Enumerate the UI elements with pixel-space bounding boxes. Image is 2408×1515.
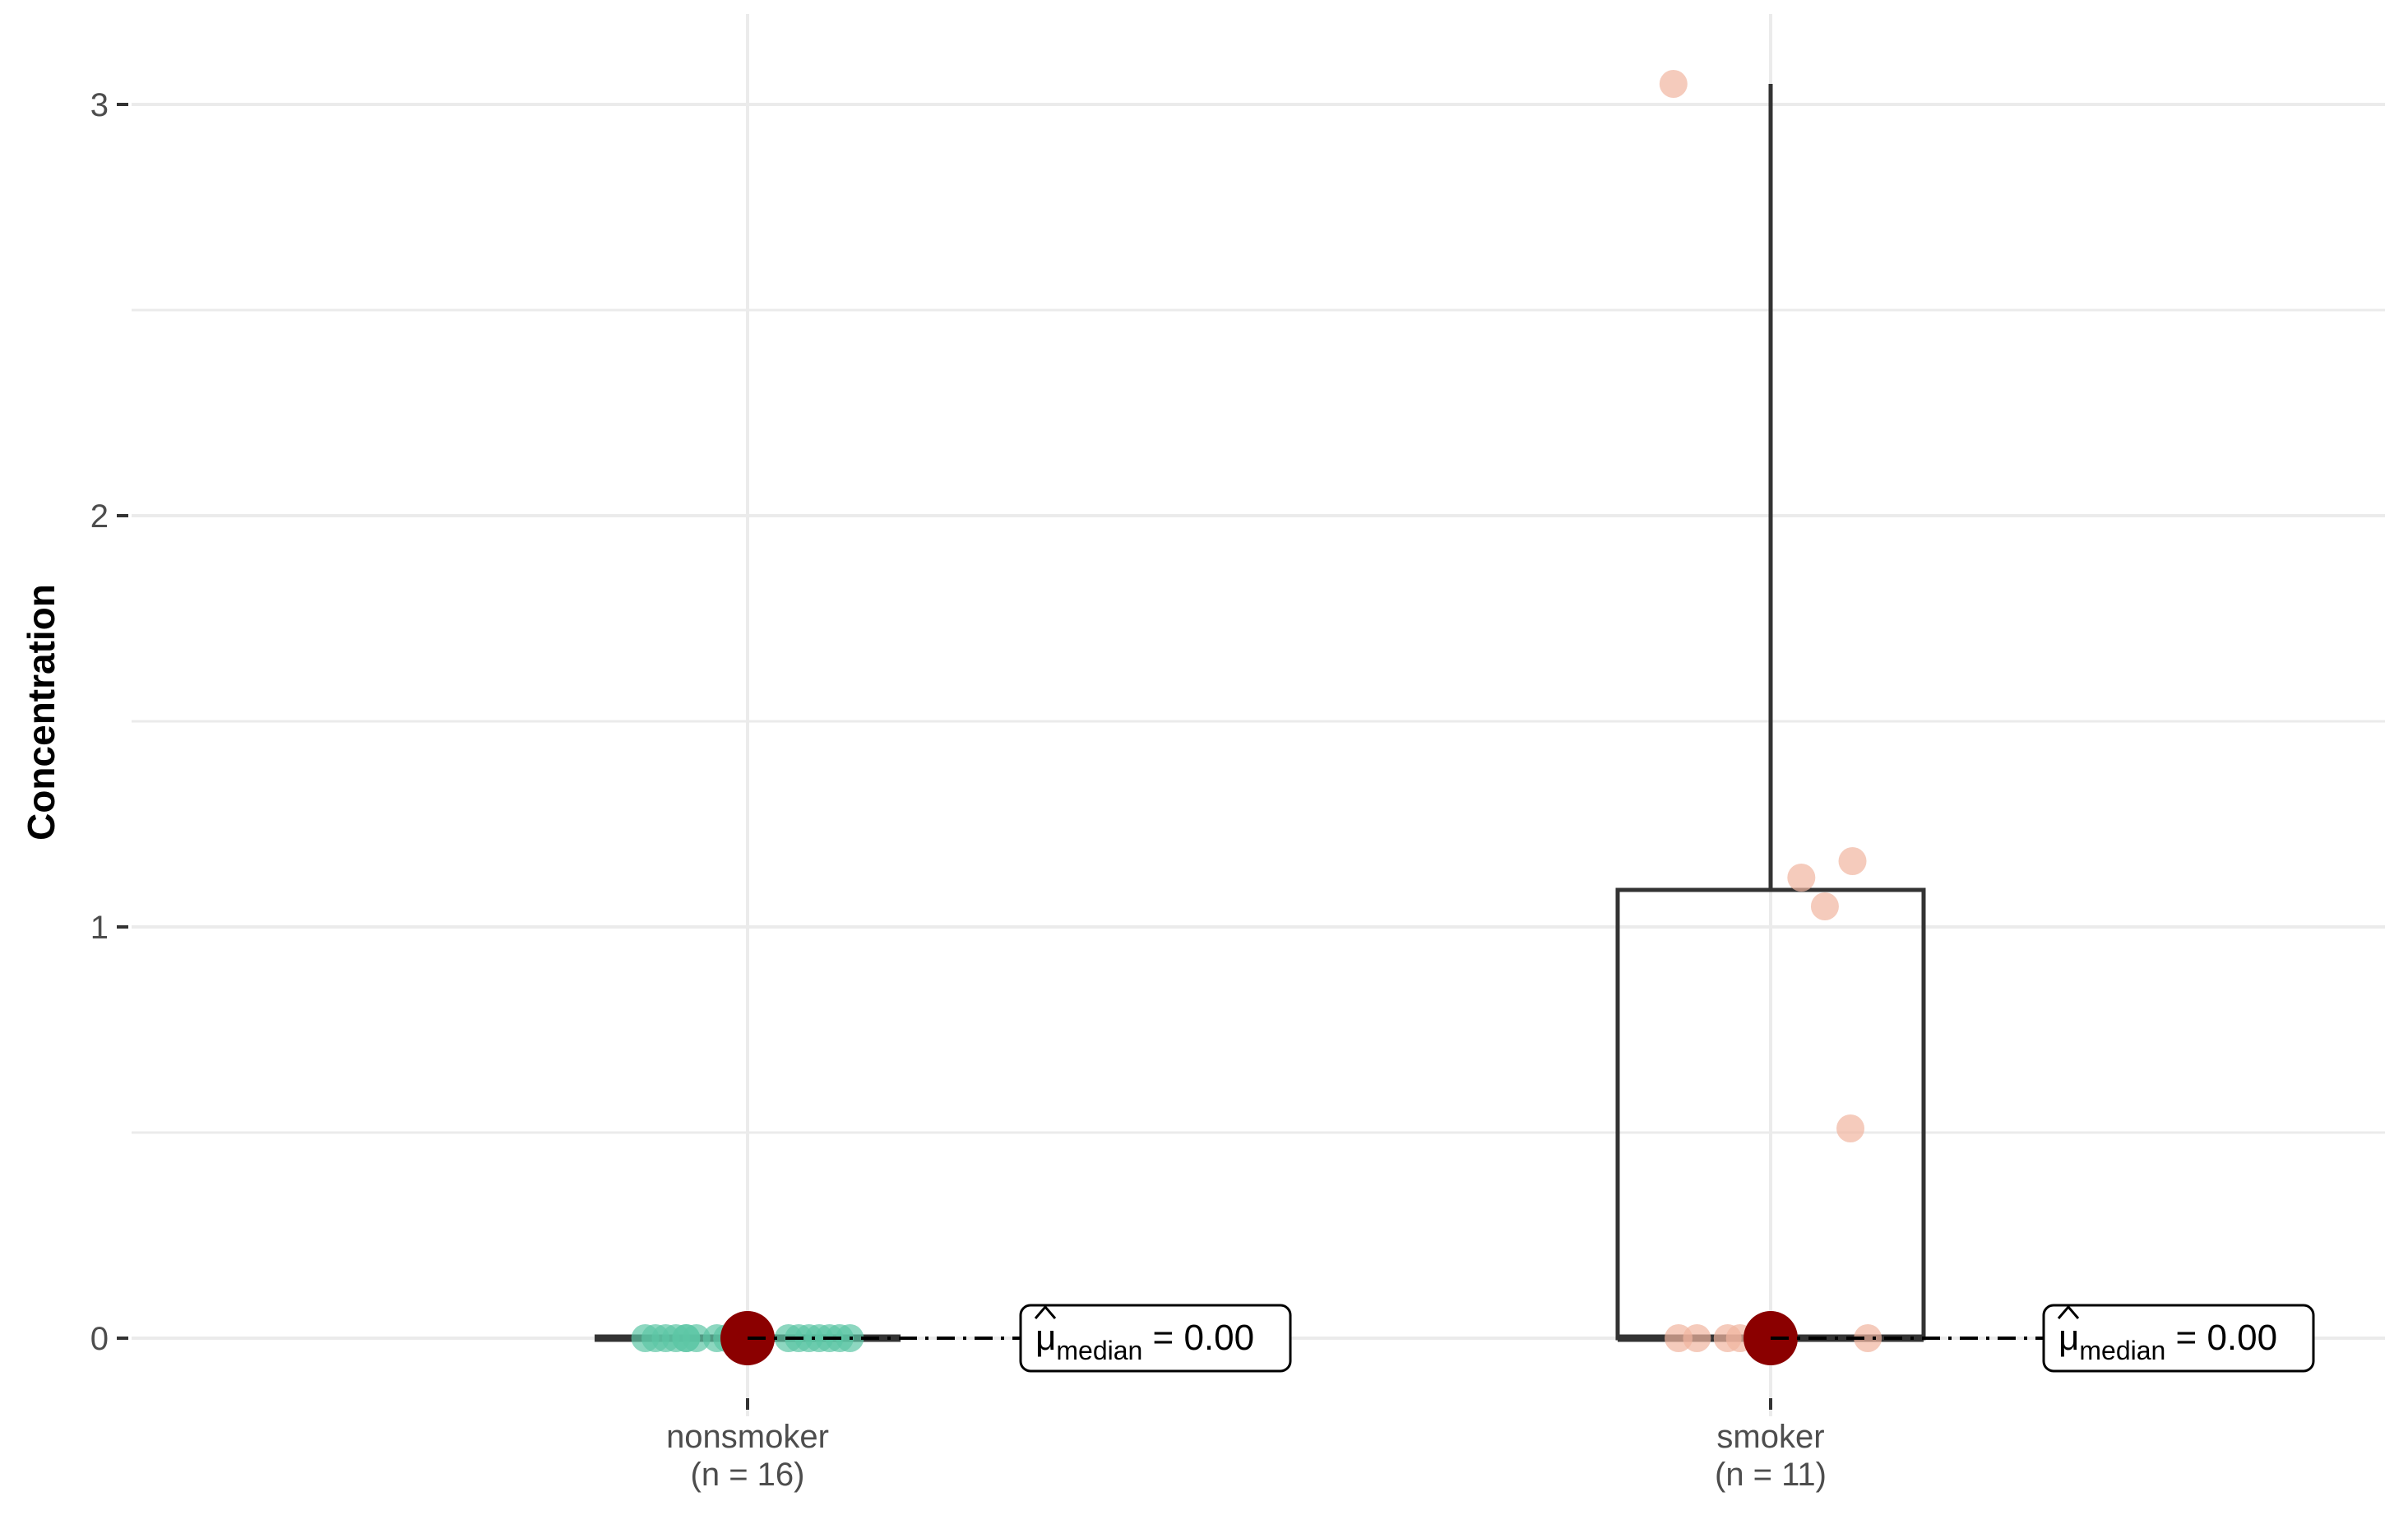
y-axis-title: Concentration [20,584,63,841]
grid [132,14,2385,1416]
data-point [1787,864,1816,892]
x-tick-n-label: (n = 16) [691,1457,805,1493]
y-tick-label: 1 [90,910,109,946]
median-label: μmedian = 0.00 [2058,1318,2277,1365]
data-point [1854,1324,1882,1352]
data-point [1683,1324,1711,1352]
data-point [1838,847,1867,875]
x-tick-label: smoker [1716,1419,1824,1455]
y-tick-label: 2 [90,498,109,535]
axes: 0 1 2 3 nonsmoker(n = 16) smoker(n = 11) [90,87,1827,1493]
data-point [1836,1114,1865,1142]
x-tick-n-label: (n = 11) [1715,1457,1827,1493]
data-point [1810,892,1839,920]
data-point [1659,70,1688,98]
annotations: μmedian = 0.00 μmedian = 0.00 [748,1304,2315,1373]
x-tick-label: nonsmoker [666,1419,829,1455]
y-tick-label: 0 [90,1321,109,1357]
boxes [595,84,1926,1342]
data-point [682,1324,711,1352]
points [631,70,1882,1365]
median-label-box [2042,1304,2315,1373]
median-label: μmedian = 0.00 [1035,1318,1254,1365]
hat-icon [1034,1304,1057,1319]
median-label-box [1019,1304,1292,1373]
hat-icon [2057,1304,2080,1319]
y-tick-label: 3 [90,87,109,123]
